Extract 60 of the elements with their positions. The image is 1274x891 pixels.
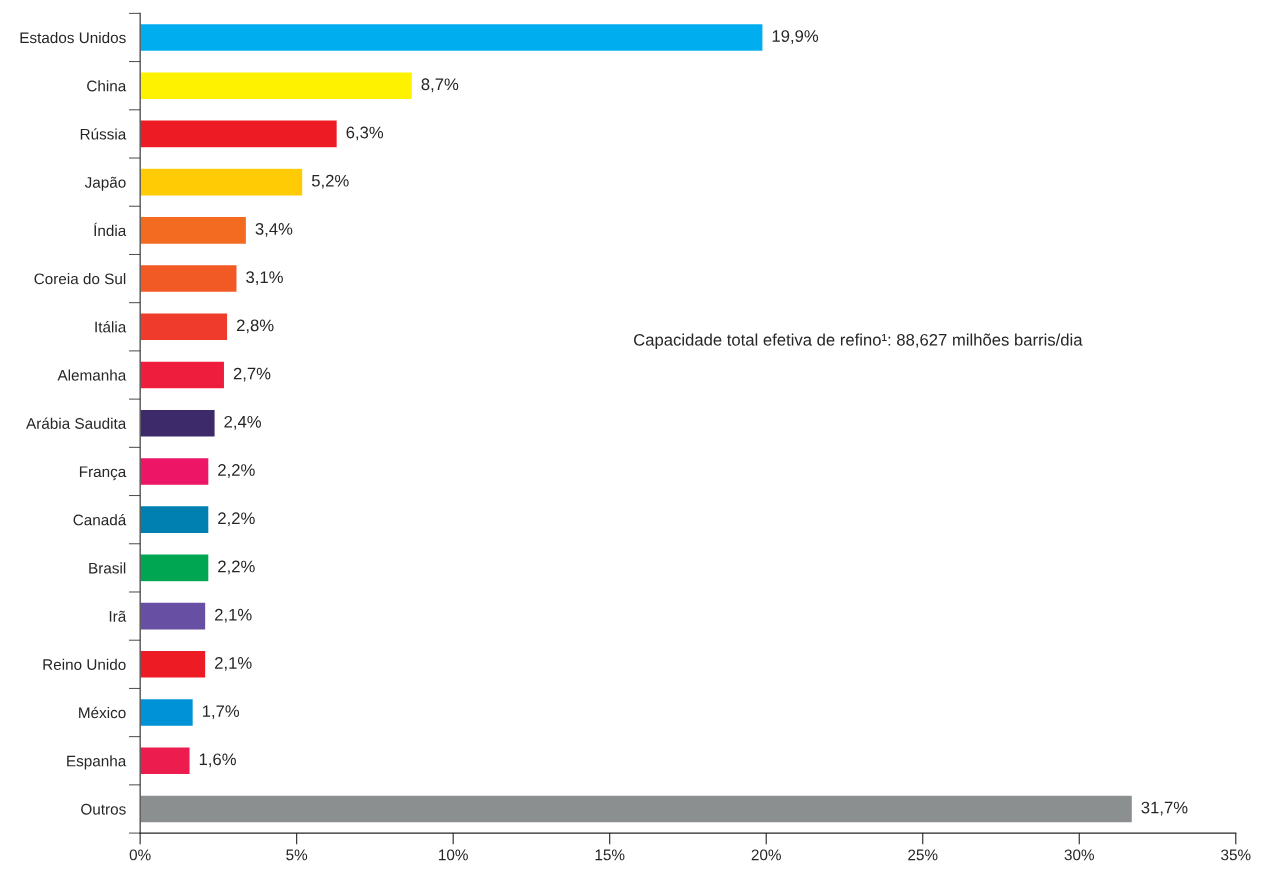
x-tick-label: 0% bbox=[129, 849, 151, 861]
bar bbox=[140, 119, 339, 149]
data-label: 2,7% bbox=[233, 367, 271, 382]
x-tick-label: 25% bbox=[908, 849, 938, 861]
bar bbox=[140, 360, 226, 390]
y-tick-label: Irã bbox=[109, 610, 127, 622]
y-tick-label: Rússia bbox=[80, 128, 127, 140]
data-label: 3,1% bbox=[246, 271, 283, 286]
bar bbox=[140, 312, 229, 342]
x-tick-label: 30% bbox=[1064, 849, 1095, 861]
data-label: 2,1% bbox=[215, 656, 252, 671]
data-label: 2,4% bbox=[224, 415, 261, 430]
data-label: 31,7% bbox=[1141, 801, 1188, 816]
y-tick-label: Itália bbox=[95, 321, 127, 333]
y-tick-label: Japão bbox=[84, 176, 126, 191]
y-tick-label: Índia bbox=[94, 222, 127, 237]
y-tick-label: Outros bbox=[81, 803, 126, 815]
bar bbox=[140, 215, 248, 246]
data-label: 2,8% bbox=[236, 319, 274, 334]
annotation: Capacidade total efetiva de refino¹: 88,627 milhões barris/dia bbox=[634, 333, 1083, 350]
bar bbox=[140, 263, 238, 294]
data-label: 1,6% bbox=[199, 753, 236, 768]
data-label: 1,7% bbox=[202, 705, 240, 719]
data-label: 3,4% bbox=[255, 223, 293, 237]
data-label: 2,1% bbox=[215, 608, 252, 623]
y-tick-label: França bbox=[79, 466, 127, 481]
x-tick-label: 15% bbox=[595, 849, 625, 861]
bar bbox=[140, 649, 207, 679]
y-tick-label: Reino Unido bbox=[43, 658, 126, 671]
x-tick-label: 20% bbox=[751, 849, 781, 861]
y-tick-label: China bbox=[87, 80, 127, 92]
x-tick-label: 10% bbox=[439, 849, 468, 861]
bar bbox=[140, 601, 207, 631]
x-tick-label: 5% bbox=[286, 849, 308, 861]
data-label: 5,2% bbox=[311, 174, 349, 189]
bar bbox=[140, 794, 1134, 824]
x-tick-label: 35% bbox=[1221, 849, 1251, 861]
y-tick-label: Brasil bbox=[89, 562, 126, 574]
data-label: 6,3% bbox=[346, 126, 384, 141]
data-label: 2,2% bbox=[218, 464, 255, 478]
bar bbox=[140, 746, 191, 776]
bar bbox=[140, 71, 414, 101]
y-tick-label: Estados Unidos bbox=[20, 31, 126, 44]
y-tick-label: Canadá bbox=[73, 513, 127, 526]
bar bbox=[140, 504, 210, 535]
data-label: 2,2% bbox=[218, 560, 255, 575]
y-tick-label: Espanha bbox=[67, 755, 127, 770]
y-tick-label: México bbox=[79, 706, 126, 719]
bar bbox=[140, 22, 764, 53]
y-tick-label: Alemanha bbox=[57, 369, 127, 381]
bar bbox=[140, 553, 210, 583]
bar bbox=[140, 167, 304, 197]
y-tick-label: Arábia Saudita bbox=[26, 417, 127, 429]
bar bbox=[140, 408, 216, 438]
data-label: 2,2% bbox=[218, 512, 255, 527]
data-label: 19,9% bbox=[772, 30, 819, 44]
y-tick-label: Coreia do Sul bbox=[34, 273, 126, 285]
bar bbox=[140, 456, 210, 487]
bar bbox=[140, 697, 195, 728]
data-label: 8,7% bbox=[421, 78, 459, 93]
